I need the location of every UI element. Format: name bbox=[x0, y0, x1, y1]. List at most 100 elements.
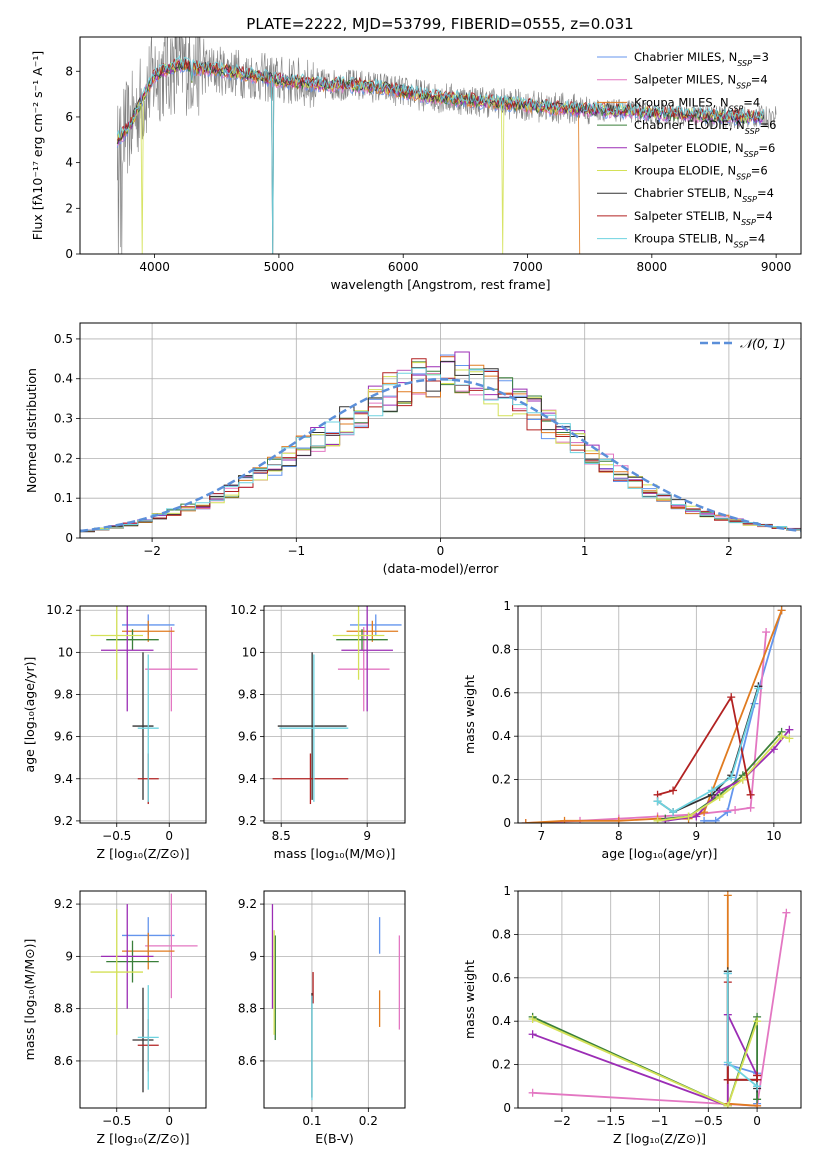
data-point bbox=[746, 790, 755, 799]
axes-mass-vs-EBV: 0.1 0.2 8.6 8.8 9 9.2 E(B-V) bbox=[238, 890, 406, 1146]
tick-label-y: 9.2 bbox=[54, 814, 73, 828]
legend-label: Chabrier STELIB, NSSP=4 bbox=[634, 186, 774, 204]
axis-label-y: mass weight bbox=[462, 675, 477, 754]
tick-label-y: 10.2 bbox=[230, 603, 257, 617]
axes-frame bbox=[79, 605, 207, 824]
axis-label-x: Z [log₁₀(Z/Z⊙)] bbox=[97, 1131, 190, 1146]
data-point bbox=[700, 816, 709, 823]
plot-area-massweight-vs-age bbox=[521, 606, 794, 823]
tick-label-x: −0.5 bbox=[102, 829, 131, 843]
tick-label-y: 8 bbox=[65, 64, 73, 78]
histogram-step bbox=[80, 367, 801, 531]
axes-age-vs-mass: 8.5 9 9.2 9.4 9.6 9.8 10 10.2 mass [log₁₀(M/M⊙)] bbox=[230, 603, 406, 861]
data-point bbox=[753, 1082, 762, 1091]
tick-label-y: 0.4 bbox=[54, 372, 73, 386]
tick-label-x: 8.5 bbox=[272, 829, 291, 843]
data-point bbox=[777, 606, 786, 615]
data-point bbox=[762, 628, 771, 637]
tick-label-x: 0 bbox=[165, 829, 173, 843]
tick-label-y: 4 bbox=[65, 156, 73, 170]
tick-label-y: 2 bbox=[65, 201, 73, 215]
data-point bbox=[753, 1095, 762, 1104]
tick-label-y: 1 bbox=[503, 884, 511, 898]
tick-label-x: 8000 bbox=[637, 260, 668, 274]
data-point bbox=[560, 816, 569, 823]
tick-label-y: 9.2 bbox=[238, 814, 257, 828]
tick-label-y: 9.2 bbox=[54, 897, 73, 911]
data-point bbox=[653, 797, 662, 806]
plot-area-mass-vs-EBV bbox=[271, 904, 401, 1101]
data-point bbox=[723, 1101, 732, 1108]
tick-label-x: 6000 bbox=[388, 260, 419, 274]
tick-label-x: 7000 bbox=[512, 260, 543, 274]
axes-residuals: −2 −1 0 1 2 0 0.1 0.2 0.3 0.4 0.5 (data-model)/erro… bbox=[24, 322, 802, 576]
tick-label-x: −1.5 bbox=[596, 1114, 625, 1128]
data-point bbox=[711, 816, 720, 823]
tick-label-y: 6 bbox=[65, 110, 73, 124]
tick-label-y: 0 bbox=[65, 531, 73, 545]
data-point bbox=[727, 773, 736, 782]
axes-frame bbox=[517, 605, 802, 824]
tick-label-x: −2 bbox=[553, 1114, 571, 1128]
tick-label-y: 9.4 bbox=[54, 772, 73, 786]
data-point bbox=[727, 693, 736, 702]
tick-label-x: −0.5 bbox=[102, 1114, 131, 1128]
data-point bbox=[669, 808, 678, 817]
tick-label-y: 9.2 bbox=[238, 897, 257, 911]
tick-label-x: −0.5 bbox=[694, 1114, 723, 1128]
tick-label-x: 9 bbox=[693, 829, 701, 843]
tick-label-y: 8.8 bbox=[238, 1002, 257, 1016]
data-point bbox=[723, 969, 732, 978]
tick-label-y: 0.3 bbox=[54, 412, 73, 426]
data-point bbox=[700, 808, 709, 817]
tick-label-y: 0.4 bbox=[492, 1014, 511, 1028]
axis-label-y: mass [log₁₀(M/M⊙)] bbox=[22, 939, 37, 1061]
tick-label-y: 0.5 bbox=[54, 332, 73, 346]
data-point bbox=[715, 792, 724, 801]
tick-label-y: 0.2 bbox=[492, 1058, 511, 1072]
data-point bbox=[731, 805, 740, 814]
tick-label-x: 1 bbox=[581, 544, 589, 558]
tick-label-y: 0 bbox=[65, 247, 73, 261]
axes-age-vs-Z: −0.5 0 9.2 9.4 9.6 9.8 10 10.2 Z [log₁₀(Z/Z⊙)] ag… bbox=[22, 603, 207, 861]
legend-label: Kroupa STELIB, NSSP=4 bbox=[634, 232, 765, 250]
data-point bbox=[723, 891, 732, 900]
tick-label-y: 10 bbox=[242, 645, 257, 659]
tick-label-y: 8.6 bbox=[238, 1054, 257, 1068]
tick-label-x: 0 bbox=[437, 544, 445, 558]
data-point bbox=[723, 1058, 732, 1067]
tick-label-x: 2 bbox=[725, 544, 733, 558]
axes-layer: 4000 5000 6000 7000 8000 900002468wavelength … bbox=[22, 36, 802, 1146]
tick-label-y: 10 bbox=[58, 645, 73, 659]
data-point bbox=[669, 786, 678, 795]
axis-label-y: Flux [fλ10⁻¹⁷ erg cm⁻² s⁻¹ A⁻¹] bbox=[30, 51, 45, 240]
tick-label-x: 5000 bbox=[264, 260, 295, 274]
tick-label-y: 10.2 bbox=[46, 603, 73, 617]
data-point bbox=[723, 1075, 732, 1084]
legend-label: Kroupa ELODIE, NSSP=6 bbox=[634, 164, 768, 182]
plot-area-mass-vs-Z bbox=[90, 893, 198, 1093]
tick-label-y: 9.8 bbox=[54, 687, 73, 701]
spectrum-model-line bbox=[116, 54, 765, 254]
data-point bbox=[684, 812, 693, 821]
data-point bbox=[754, 684, 763, 693]
legend-label: Salpeter MILES, NSSP=4 bbox=[634, 73, 768, 91]
data-point bbox=[769, 745, 778, 754]
data-point bbox=[753, 1017, 762, 1026]
plot-area-residuals bbox=[80, 351, 801, 533]
axis-label-y: age [log₁₀(age/yr)] bbox=[22, 657, 37, 773]
data-point bbox=[785, 725, 794, 734]
axis-label-x: wavelength [Angstrom, rest frame] bbox=[330, 277, 550, 292]
tick-label-x: 7 bbox=[537, 829, 545, 843]
data-point bbox=[746, 803, 755, 812]
tick-label-y: 0.6 bbox=[492, 686, 511, 700]
data-point bbox=[777, 732, 786, 741]
tick-label-y: 8.6 bbox=[54, 1054, 73, 1068]
figure-title: PLATE=2222, MJD=53799, FIBERID=0555, z=0… bbox=[246, 15, 633, 33]
axis-label-y: mass weight bbox=[462, 960, 477, 1039]
data-point bbox=[782, 908, 791, 917]
axes-mass-vs-Z: −0.5 0 8.6 8.8 9 9.2 Z [log₁₀(Z/Z⊙)] mass [log₁… bbox=[22, 890, 207, 1146]
tick-label-y: 9.6 bbox=[54, 730, 73, 744]
